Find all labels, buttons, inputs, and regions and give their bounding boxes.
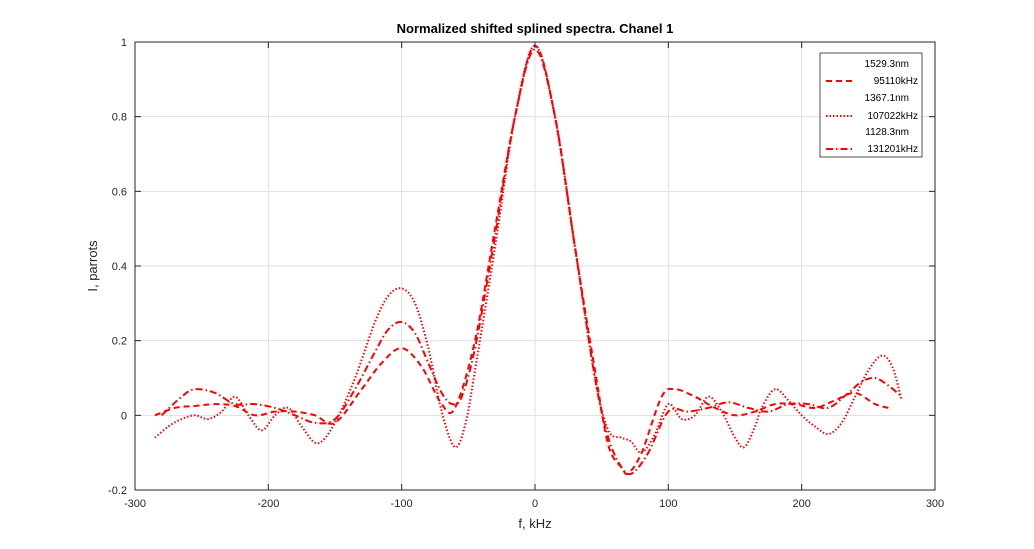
legend-entry-4: 107022kHz (867, 111, 918, 122)
legend-entry-3: 1367.1nm (865, 93, 909, 104)
y-tick-label: -0.2 (108, 485, 127, 497)
x-tick-label: 100 (659, 498, 677, 510)
chart-title: Normalized shifted splined spectra. Chan… (397, 21, 674, 36)
legend-entry-5: 1128.3nm (865, 127, 909, 138)
series-line-3 (161, 48, 903, 476)
legend-entry-6: 131201kHz (867, 144, 918, 155)
y-tick-label: 0 (121, 410, 127, 422)
tick-marks (134, 41, 936, 491)
legend-entry-1: 1529.3nm (865, 59, 909, 70)
series-layer (154, 44, 903, 476)
legend: 1529.3nm 95110kHz 1367.1nm 107022kHz 112… (819, 52, 923, 158)
x-tick-label: -300 (124, 498, 146, 510)
x-tick-labels: -300 -200 -100 0 100 200 300 (124, 498, 944, 510)
legend-entry-2: 95110kHz (874, 76, 918, 87)
x-tick-label: -100 (391, 498, 413, 510)
y-tick-label: 0.8 (112, 112, 127, 124)
x-tick-label: 300 (926, 498, 944, 510)
x-tick-label: 0 (532, 498, 538, 510)
y-tick-label: 1 (121, 37, 127, 49)
x-axis-label: f, kHz (518, 516, 551, 531)
y-tick-label: 0.4 (112, 261, 127, 273)
y-tick-label: 0.6 (112, 186, 127, 198)
x-tick-label: -200 (257, 498, 279, 510)
x-tick-label: 200 (792, 498, 810, 510)
legend-box (819, 52, 923, 158)
y-tick-labels: -0.2 0 0.2 0.4 0.6 0.8 1 (108, 37, 127, 497)
y-axis-label: I, parrots (85, 240, 100, 292)
y-tick-label: 0.2 (112, 336, 127, 348)
